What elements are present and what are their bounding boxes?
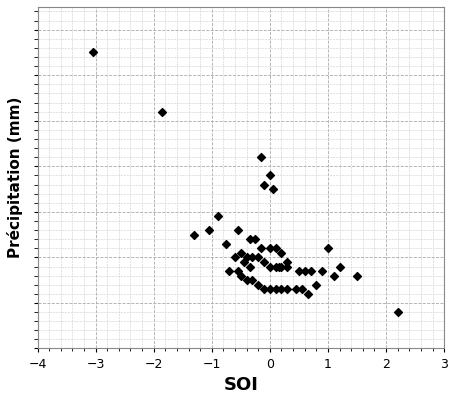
Point bbox=[232, 254, 239, 261]
Point bbox=[252, 236, 259, 242]
Point bbox=[313, 282, 320, 288]
Point bbox=[222, 241, 230, 247]
Point bbox=[237, 272, 244, 279]
Point bbox=[159, 109, 166, 115]
Point bbox=[266, 286, 273, 292]
Point bbox=[260, 286, 268, 292]
Point bbox=[226, 268, 233, 274]
Point bbox=[295, 268, 303, 274]
Point bbox=[243, 277, 250, 284]
Point bbox=[249, 277, 256, 284]
Point bbox=[298, 286, 305, 292]
Point bbox=[246, 263, 253, 270]
Point bbox=[304, 291, 311, 297]
Point bbox=[330, 272, 338, 279]
Point bbox=[266, 245, 273, 251]
Point bbox=[394, 309, 401, 315]
Point bbox=[283, 286, 291, 292]
Point bbox=[283, 263, 291, 270]
Point bbox=[191, 231, 198, 238]
Point bbox=[278, 286, 285, 292]
Point bbox=[272, 286, 279, 292]
Point bbox=[234, 268, 242, 274]
Point bbox=[89, 49, 96, 56]
Point bbox=[214, 213, 221, 220]
Point bbox=[293, 286, 300, 292]
Point bbox=[354, 272, 361, 279]
Point bbox=[240, 259, 248, 265]
Point bbox=[205, 227, 212, 233]
Point bbox=[234, 227, 242, 233]
Point bbox=[318, 268, 326, 274]
Point bbox=[237, 250, 244, 256]
Point bbox=[243, 254, 250, 261]
Point bbox=[324, 245, 332, 251]
Point bbox=[278, 263, 285, 270]
Point bbox=[266, 172, 273, 178]
Point bbox=[249, 254, 256, 261]
Y-axis label: Précipitation (mm): Précipitation (mm) bbox=[7, 97, 23, 258]
Point bbox=[266, 263, 273, 270]
Point bbox=[255, 254, 262, 261]
Point bbox=[307, 268, 314, 274]
Point bbox=[269, 186, 276, 192]
Point bbox=[260, 181, 268, 188]
Point bbox=[272, 263, 279, 270]
Point bbox=[260, 259, 268, 265]
Point bbox=[336, 263, 343, 270]
X-axis label: SOI: SOI bbox=[223, 376, 258, 394]
Point bbox=[258, 245, 265, 251]
Point bbox=[275, 263, 282, 270]
Point bbox=[258, 154, 265, 160]
Point bbox=[283, 259, 291, 265]
Point bbox=[278, 250, 285, 256]
Point bbox=[246, 236, 253, 242]
Point bbox=[272, 245, 279, 251]
Point bbox=[255, 282, 262, 288]
Point bbox=[301, 268, 308, 274]
